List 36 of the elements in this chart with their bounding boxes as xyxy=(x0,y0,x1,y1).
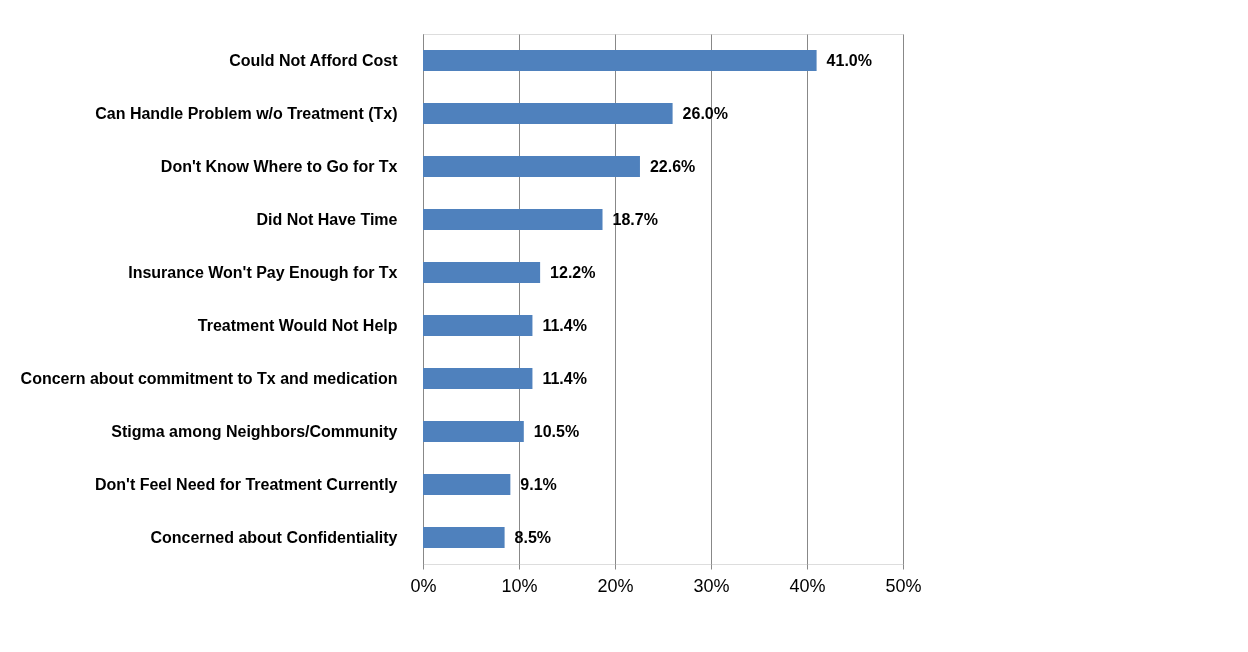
x-tick-label: 10% xyxy=(501,575,538,596)
y-tick-label: Could Not Afford Cost xyxy=(229,51,399,69)
bar xyxy=(423,155,640,178)
y-tick-label: Can Handle Problem w/o Treatment (Tx) xyxy=(95,104,398,122)
x-tick-label: 50% xyxy=(885,575,922,596)
data-label: 18.7% xyxy=(612,210,658,228)
x-tick-label: 40% xyxy=(789,575,826,596)
x-tick-label: 0% xyxy=(410,575,437,596)
y-tick-label: Insurance Won't Pay Enough for Tx xyxy=(128,263,398,281)
data-label: 41.0% xyxy=(826,51,872,69)
data-label: 11.4% xyxy=(542,316,587,334)
bar xyxy=(423,49,817,72)
bar xyxy=(423,102,673,125)
y-tick-label: Did Not Have Time xyxy=(256,210,398,228)
bar xyxy=(423,314,533,337)
data-label: 10.5% xyxy=(533,422,580,440)
data-label: 8.5% xyxy=(514,528,552,546)
data-label: 12.2% xyxy=(550,263,596,281)
y-tick-label: Treatment Would Not Help xyxy=(197,316,398,334)
bar xyxy=(423,420,524,443)
bar xyxy=(423,367,533,390)
bar xyxy=(423,526,505,549)
bar xyxy=(423,473,511,496)
data-label: 11.4% xyxy=(542,369,587,387)
y-tick-label: Stigma among Neighbors/Community xyxy=(111,422,398,440)
data-label: 9.1% xyxy=(520,475,557,493)
x-tick-label: 30% xyxy=(693,575,730,596)
y-tick-label: Don't Know Where to Go for Tx xyxy=(160,157,398,175)
data-label: 26.0% xyxy=(682,104,728,122)
y-tick-label: Concern about commitment to Tx and medication xyxy=(20,369,398,387)
y-tick-label: Don't Feel Need for Treatment Currently xyxy=(94,475,398,493)
bar xyxy=(423,208,603,231)
data-label: 22.6% xyxy=(649,157,696,175)
bar xyxy=(423,261,541,284)
y-tick-label: Concerned about Confidentiality xyxy=(150,528,398,546)
x-tick-label: 20% xyxy=(597,575,634,596)
